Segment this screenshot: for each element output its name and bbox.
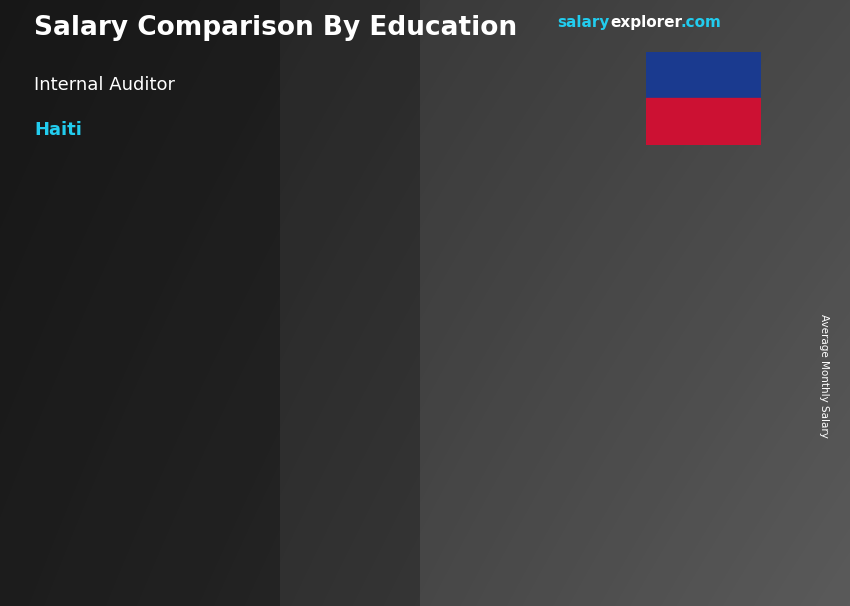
- Text: 46,500 HTG: 46,500 HTG: [124, 375, 215, 389]
- Bar: [363, 351, 452, 521]
- Polygon shape: [363, 342, 468, 351]
- Text: 63,700 HTG: 63,700 HTG: [359, 333, 449, 347]
- Polygon shape: [129, 388, 235, 397]
- Text: Average Monthly Salary: Average Monthly Salary: [819, 314, 829, 438]
- Text: +29%: +29%: [474, 252, 551, 276]
- Text: salary: salary: [557, 15, 609, 30]
- Polygon shape: [218, 388, 235, 521]
- Bar: [646, 98, 761, 145]
- Text: .com: .com: [680, 15, 721, 30]
- Text: +37%: +37%: [241, 319, 317, 343]
- Bar: [129, 397, 218, 521]
- Bar: [646, 52, 761, 98]
- Polygon shape: [597, 293, 702, 302]
- Text: explorer: explorer: [610, 15, 683, 30]
- Text: 82,200 HTG: 82,200 HTG: [597, 284, 688, 298]
- Bar: [597, 302, 686, 521]
- Polygon shape: [686, 293, 702, 521]
- Text: Internal Auditor: Internal Auditor: [34, 76, 175, 94]
- Text: Salary Comparison By Education: Salary Comparison By Education: [34, 15, 517, 41]
- Text: Haiti: Haiti: [34, 121, 82, 139]
- Polygon shape: [452, 342, 468, 521]
